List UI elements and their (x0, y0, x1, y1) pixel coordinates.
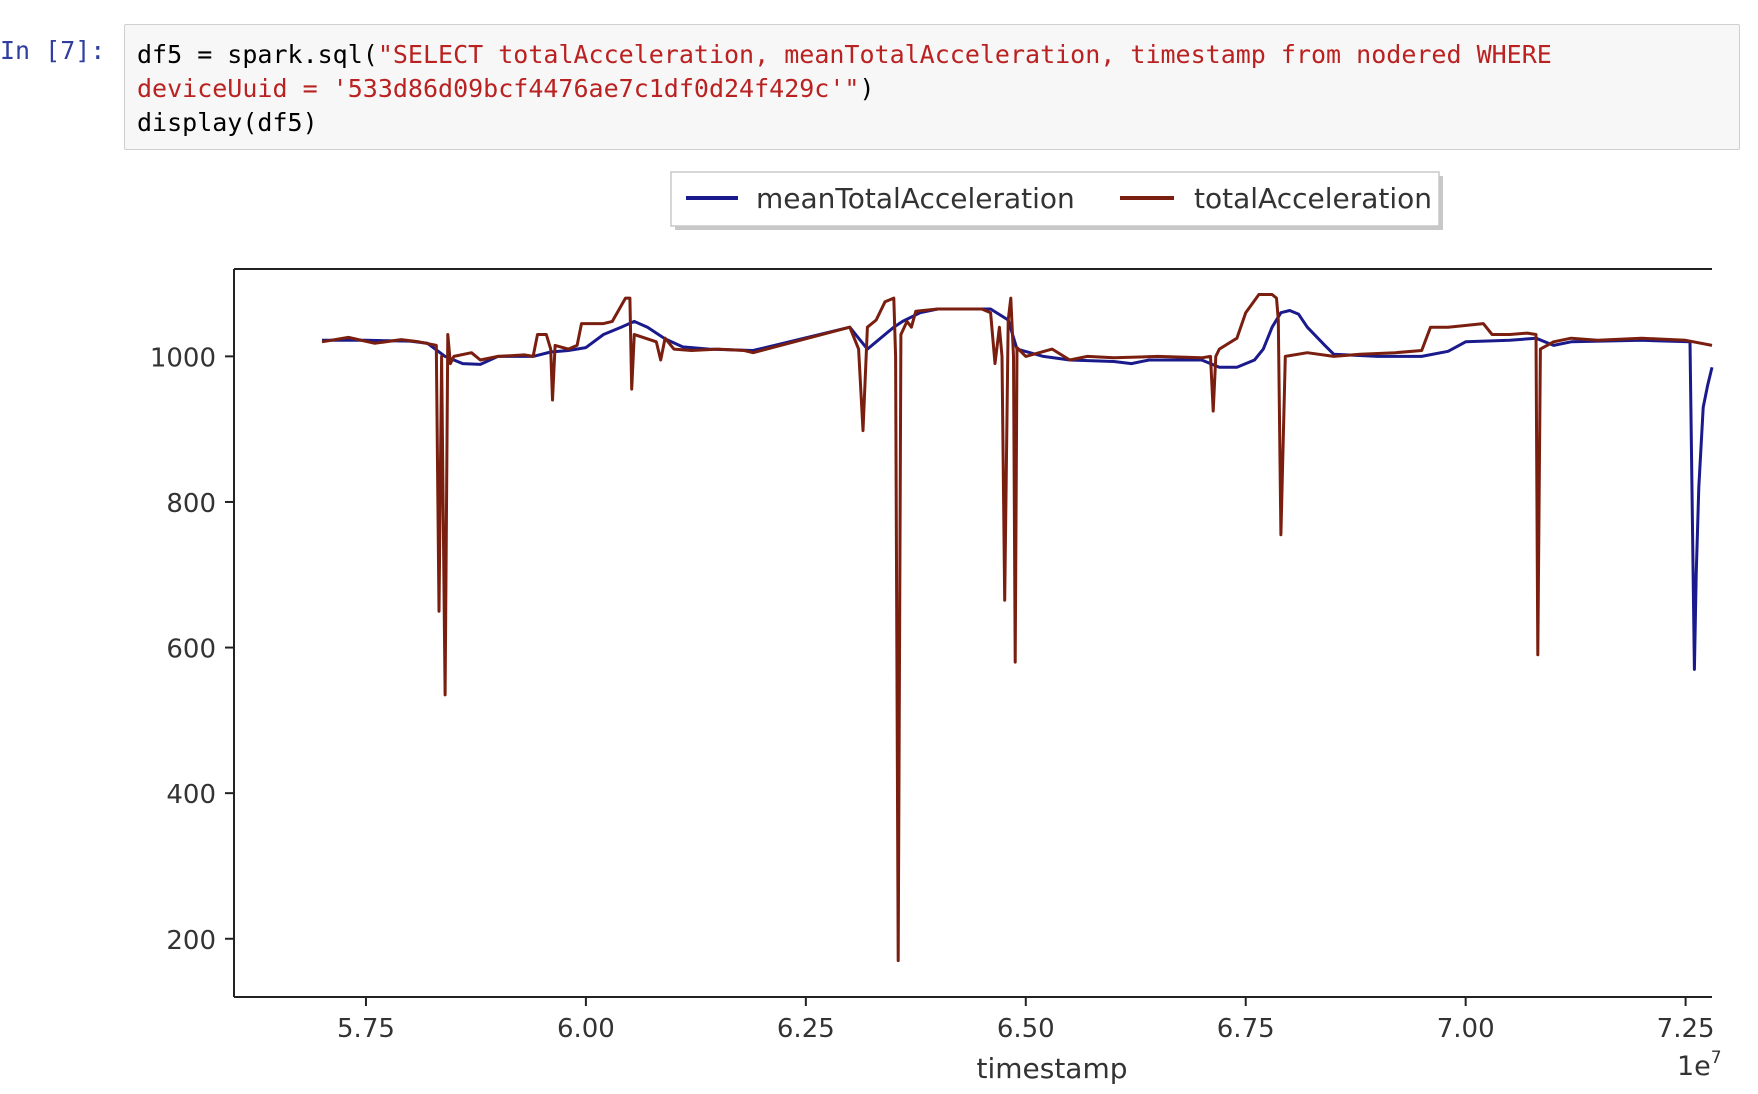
series-line-totalAcceleration (321, 293, 1713, 963)
x-axis-offset-label: 1e7 (1677, 1048, 1722, 1082)
code-token: ) (859, 74, 875, 103)
line-chart: meanTotalAcceleration totalAcceleration … (150, 171, 1722, 1085)
y-tick-label: 1000 (150, 343, 216, 373)
series-line-meanTotalAcceleration (322, 307, 1714, 671)
y-axis-ticks: 200 400 600 800 1000 (150, 343, 234, 956)
x-tick-label: 6.00 (557, 1014, 615, 1044)
legend-label-mean: meanTotalAcceleration (756, 182, 1075, 215)
x-axis-ticks: 5.75 6.00 6.25 6.50 6.75 7.00 7.25 (337, 997, 1715, 1044)
x-axis-label: timestamp (976, 1052, 1127, 1085)
code-token: display(df5) (137, 108, 318, 137)
code-block[interactable]: df5 = spark.sql("SELECT totalAcceleratio… (137, 38, 1552, 140)
code-string-token: deviceUuid = '533d86d09bcf4476ae7c1df0d2… (137, 74, 860, 103)
x-tick-label: 6.25 (777, 1014, 835, 1044)
x-tick-label: 6.75 (1217, 1014, 1275, 1044)
series-layer (321, 293, 1714, 963)
plot-area: 200 400 600 800 1000 5.75 6.00 6.25 6.50 6.75 7.0… (150, 268, 1715, 1044)
y-tick-label: 800 (166, 489, 216, 519)
y-tick-label: 200 (166, 926, 216, 956)
y-tick-label: 600 (166, 635, 216, 665)
legend: meanTotalAcceleration totalAcceleration (670, 171, 1443, 230)
cell-prompt: In [7]: (0, 36, 106, 65)
x-tick-label: 7.00 (1437, 1014, 1495, 1044)
code-cell-input[interactable]: df5 = spark.sql("SELECT totalAcceleratio… (124, 24, 1740, 150)
x-tick-label: 6.50 (997, 1014, 1055, 1044)
legend-label-total: totalAcceleration (1194, 182, 1432, 215)
y-tick-label: 400 (166, 780, 216, 810)
x-tick-label: 7.25 (1657, 1014, 1715, 1044)
x-tick-label: 5.75 (337, 1014, 395, 1044)
code-token: df5 = spark.sql( (137, 40, 378, 69)
code-string-token: "SELECT totalAcceleration, meanTotalAcce… (377, 40, 1552, 69)
